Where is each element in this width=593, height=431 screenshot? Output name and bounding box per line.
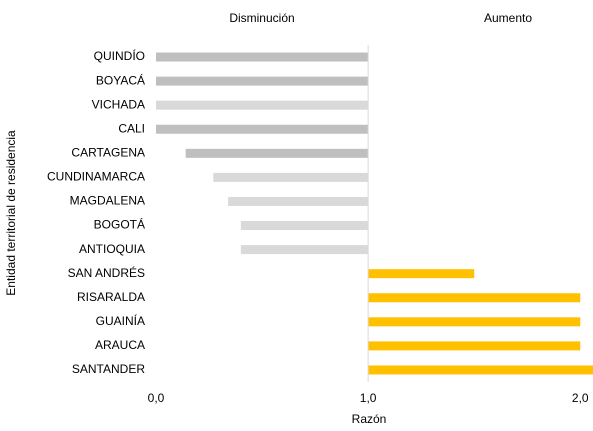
y-tick-label: ARAUCA	[95, 338, 145, 352]
x-tick-label: 1,0	[360, 391, 377, 405]
y-tick-label: CARTAGENA	[71, 145, 145, 159]
y-tick-label: ANTIOQUIA	[79, 242, 145, 256]
annotation: Aumento	[484, 11, 532, 25]
x-tick-label: 0,0	[148, 391, 165, 405]
x-axis-label: Razón	[352, 412, 387, 426]
annotation: Disminución	[229, 11, 294, 25]
bar	[213, 172, 369, 182]
bar	[156, 100, 369, 110]
y-tick-label: BOYACÁ	[96, 72, 145, 87]
bar	[228, 196, 369, 206]
bar	[240, 245, 369, 255]
y-tick-label: QUINDÍO	[94, 48, 145, 63]
bar	[368, 341, 581, 351]
bar	[368, 365, 593, 375]
bar	[368, 293, 581, 303]
bar	[156, 76, 369, 86]
x-tick-label: 2,0	[572, 391, 589, 405]
y-tick-label: RISARALDA	[77, 290, 145, 304]
bar	[156, 124, 369, 134]
bar	[185, 148, 369, 158]
bar	[368, 317, 581, 327]
y-tick-label: MAGDALENA	[70, 194, 145, 208]
y-tick-label: VICHADA	[92, 97, 145, 111]
bar	[156, 52, 369, 62]
y-tick-label: GUAINÍA	[96, 313, 145, 328]
y-tick-label: BOGOTÁ	[94, 217, 145, 232]
y-axis-label: Entidad territorial de residencia	[4, 130, 18, 296]
y-tick-label: CALI	[118, 121, 145, 135]
y-tick-label: SAN ANDRÉS	[68, 265, 145, 280]
bar	[240, 221, 369, 231]
y-tick-label: SANTANDER	[72, 362, 145, 376]
bar	[368, 269, 475, 279]
y-tick-label: CUNDINAMARCA	[47, 170, 145, 184]
